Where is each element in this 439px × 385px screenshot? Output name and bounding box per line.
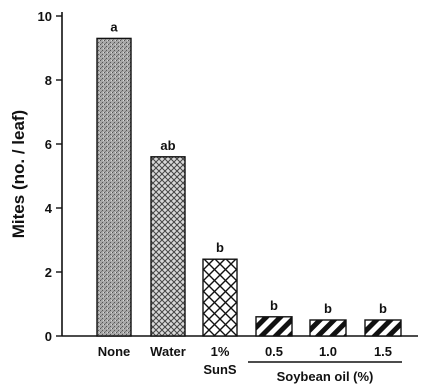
y-tick-label: 8 — [45, 73, 52, 88]
significance-label: b — [379, 301, 387, 316]
category-label: 0.5 — [265, 344, 283, 359]
group-label: Soybean oil (%) — [277, 369, 374, 384]
category-label-line2: SunS — [203, 362, 237, 377]
bar-0 — [96, 37, 132, 337]
category-label: 1.0 — [319, 344, 337, 359]
bar-2 — [202, 258, 238, 337]
bar-5 — [364, 319, 402, 337]
significance-label: b — [216, 240, 224, 255]
y-tick-label: 10 — [38, 9, 52, 24]
y-tick-label: 2 — [45, 265, 52, 280]
category-label: 1% — [211, 344, 230, 359]
category-label: None — [98, 344, 131, 359]
significance-label: ab — [160, 138, 175, 153]
y-tick-label: 4 — [45, 201, 53, 216]
bar-3 — [255, 316, 293, 337]
bar-4 — [309, 319, 347, 337]
y-tick-label: 0 — [45, 329, 52, 344]
significance-label: a — [110, 19, 118, 34]
significance-labels: a ab b b b b — [110, 19, 387, 316]
y-axis-title: Mites (no. / leaf) — [9, 110, 28, 238]
y-tick-label: 6 — [45, 137, 52, 152]
category-label: 1.5 — [374, 344, 392, 359]
bar-1 — [150, 156, 186, 337]
significance-label: b — [324, 301, 332, 316]
significance-label: b — [270, 298, 278, 313]
bars — [96, 37, 402, 337]
y-ticks: 0 2 4 6 8 10 — [38, 9, 62, 344]
category-labels: None Water 1% SunS 0.5 1.0 1.5 — [98, 344, 392, 377]
category-label: Water — [150, 344, 186, 359]
